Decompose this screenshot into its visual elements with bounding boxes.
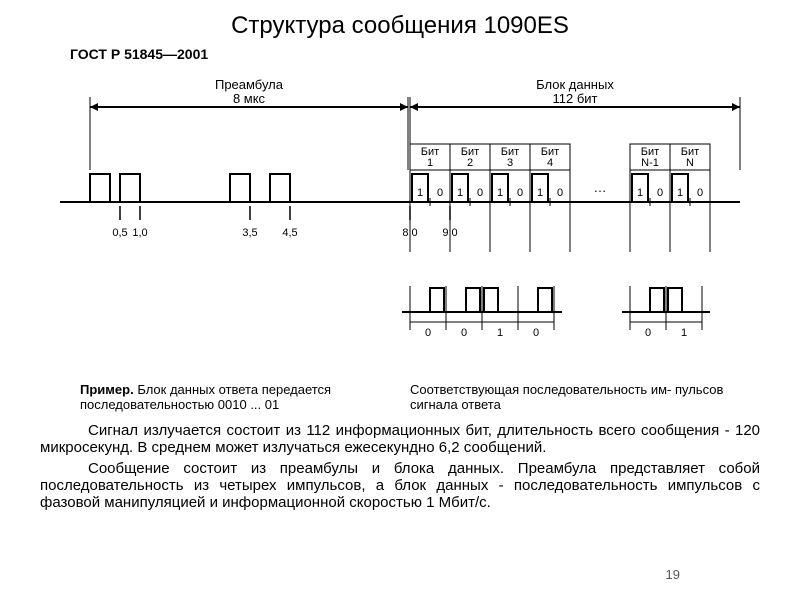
svg-text:4,5: 4,5 bbox=[282, 227, 297, 239]
timing-diagram: Преамбула8 мкс Блок данных112 бит 0,5 1,0 3,… bbox=[50, 62, 750, 382]
svg-text:1: 1 bbox=[417, 187, 423, 199]
svg-text:2: 2 bbox=[467, 157, 473, 169]
svg-text:0: 0 bbox=[477, 187, 483, 199]
svg-text:0: 0 bbox=[645, 327, 651, 339]
svg-text:3,5: 3,5 bbox=[242, 227, 257, 239]
example-label: Пример. bbox=[80, 382, 134, 397]
svg-text:112 бит: 112 бит bbox=[553, 91, 598, 106]
svg-text:1: 1 bbox=[637, 187, 643, 199]
page-title: Структура сообщения 1090ES bbox=[0, 0, 800, 40]
svg-text:0: 0 bbox=[517, 187, 523, 199]
svg-text:1,0: 1,0 bbox=[132, 227, 147, 239]
svg-text:3: 3 bbox=[507, 157, 513, 169]
body-text: Сигнал излучается состоит из 112 информа… bbox=[40, 422, 760, 511]
svg-text:0: 0 bbox=[437, 187, 443, 199]
gost-label: ГОСТ Р 51845—2001 bbox=[70, 46, 800, 62]
svg-text:0: 0 bbox=[697, 187, 703, 199]
paragraph-1: Сигнал излучается состоит из 112 информа… bbox=[40, 422, 760, 456]
svg-text:1: 1 bbox=[681, 327, 687, 339]
svg-text:Блок данных: Блок данных bbox=[536, 77, 614, 92]
example-row: Пример. Блок данных ответа передается по… bbox=[80, 382, 740, 412]
svg-text:N-1: N-1 bbox=[641, 157, 659, 169]
svg-text:8 мкс: 8 мкс bbox=[233, 91, 266, 106]
svg-text:1: 1 bbox=[677, 187, 683, 199]
svg-text:1: 1 bbox=[497, 187, 503, 199]
svg-text:1: 1 bbox=[537, 187, 543, 199]
paragraph-2: Сообщение состоит из преамбулы и блока д… bbox=[40, 460, 760, 511]
svg-text:…: … bbox=[594, 180, 607, 195]
svg-text:0: 0 bbox=[557, 187, 563, 199]
svg-text:Преамбула: Преамбула bbox=[215, 77, 284, 92]
svg-text:0: 0 bbox=[425, 327, 431, 339]
svg-text:1: 1 bbox=[457, 187, 463, 199]
svg-text:0: 0 bbox=[657, 187, 663, 199]
svg-text:1: 1 bbox=[427, 157, 433, 169]
example-right-text: Соответствующая последовательность им- п… bbox=[410, 382, 740, 412]
page-number: 19 bbox=[666, 567, 680, 582]
svg-text:0,5: 0,5 bbox=[112, 227, 127, 239]
svg-text:0: 0 bbox=[533, 327, 539, 339]
svg-text:N: N bbox=[686, 157, 694, 169]
svg-text:1: 1 bbox=[497, 327, 503, 339]
svg-text:0: 0 bbox=[461, 327, 467, 339]
svg-text:4: 4 bbox=[547, 157, 553, 169]
